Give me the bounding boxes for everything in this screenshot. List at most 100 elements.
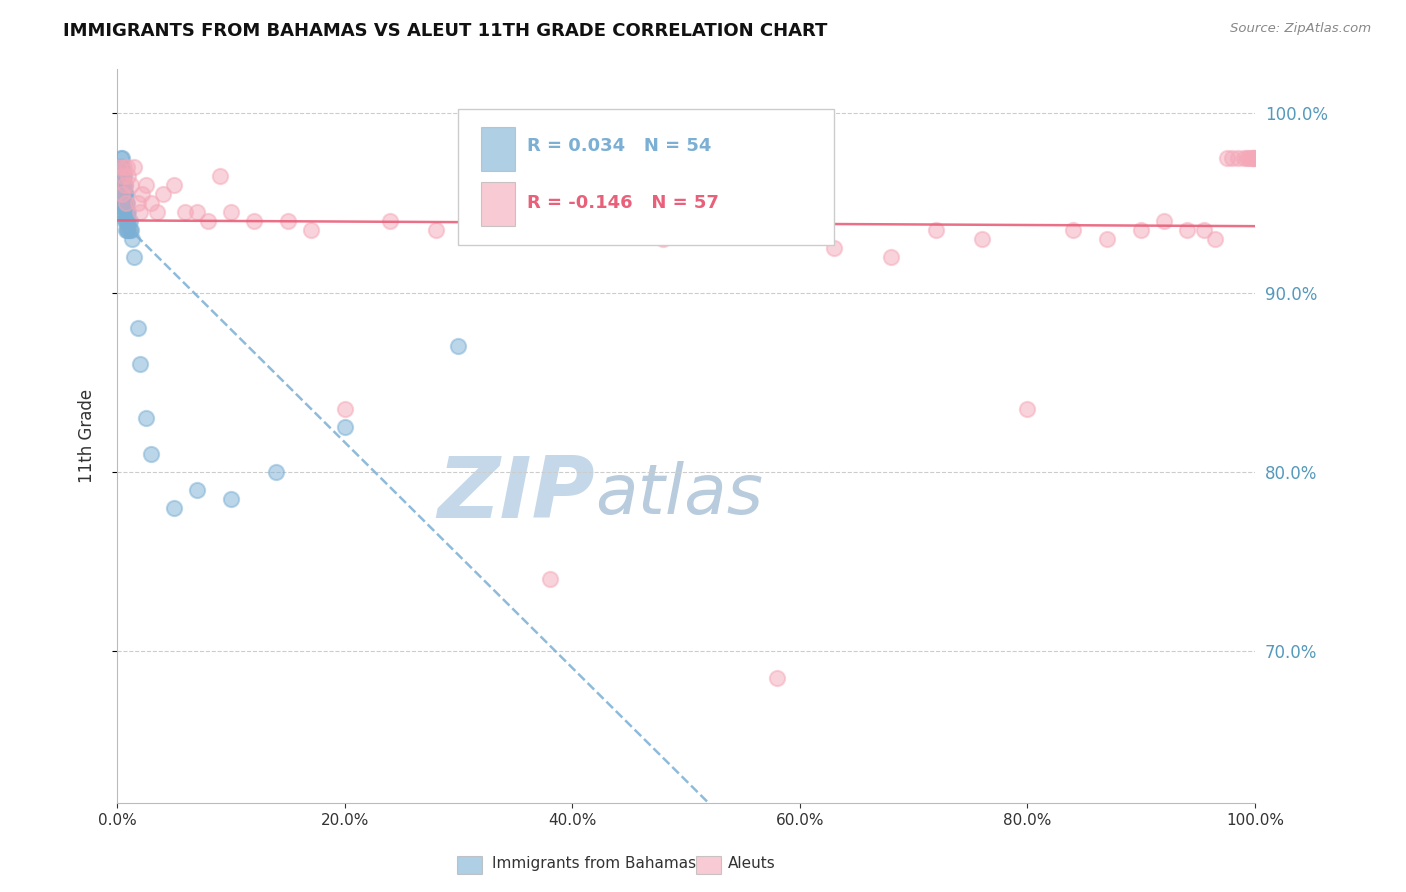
Point	[111, 186, 134, 201]
Point	[1175, 223, 1198, 237]
Point	[595, 223, 617, 237]
Point	[1095, 232, 1118, 246]
Point	[128, 357, 150, 371]
Point	[242, 214, 264, 228]
Point	[1240, 151, 1263, 165]
Point	[135, 411, 157, 425]
Point	[186, 205, 208, 219]
Text: R = -0.146   N = 57: R = -0.146 N = 57	[527, 194, 718, 212]
Point	[823, 241, 845, 255]
FancyBboxPatch shape	[481, 182, 516, 227]
Point	[266, 465, 288, 479]
Point	[380, 214, 402, 228]
Point	[425, 223, 447, 237]
Point	[112, 205, 135, 219]
Point	[152, 186, 174, 201]
Point	[652, 232, 675, 246]
Point	[538, 572, 561, 586]
Point	[117, 169, 139, 183]
Point	[174, 205, 197, 219]
Point	[115, 186, 138, 201]
Point	[219, 491, 242, 506]
Text: Source: ZipAtlas.com: Source: ZipAtlas.com	[1230, 22, 1371, 36]
Point	[333, 420, 356, 434]
Point	[121, 232, 143, 246]
Point	[141, 447, 163, 461]
Point	[115, 223, 138, 237]
Point	[146, 205, 169, 219]
Point	[447, 339, 470, 353]
Point	[122, 250, 145, 264]
Point	[299, 223, 322, 237]
Point	[481, 223, 503, 237]
FancyBboxPatch shape	[481, 128, 516, 171]
Point	[117, 195, 139, 210]
Point	[1130, 223, 1153, 237]
Point	[112, 169, 135, 183]
Point	[1153, 214, 1175, 228]
Point	[766, 671, 789, 685]
Point	[208, 169, 231, 183]
Point	[709, 223, 731, 237]
Point	[118, 223, 141, 237]
Point	[120, 178, 142, 192]
Point	[925, 223, 948, 237]
Point	[112, 186, 135, 201]
Point	[112, 160, 135, 174]
Point	[1243, 151, 1265, 165]
Point	[1226, 151, 1249, 165]
Point	[108, 178, 131, 192]
Point	[107, 160, 129, 174]
Point	[128, 205, 150, 219]
Point	[333, 402, 356, 417]
Text: ZIP: ZIP	[437, 453, 595, 536]
Point	[117, 205, 139, 219]
Point	[117, 214, 139, 228]
Point	[112, 195, 135, 210]
Point	[277, 214, 299, 228]
Point	[1215, 151, 1237, 165]
Point	[1062, 223, 1084, 237]
Point	[1220, 151, 1243, 165]
Point	[117, 160, 139, 174]
Point	[135, 178, 157, 192]
Point	[970, 232, 993, 246]
Text: Aleuts: Aleuts	[728, 856, 776, 871]
Point	[163, 500, 186, 515]
Point	[114, 186, 136, 201]
Point	[108, 160, 131, 174]
Text: Immigrants from Bahamas: Immigrants from Bahamas	[492, 856, 696, 871]
FancyBboxPatch shape	[458, 109, 834, 244]
Point	[112, 178, 135, 192]
Point	[107, 169, 129, 183]
Point	[114, 178, 136, 192]
Point	[117, 223, 139, 237]
Point	[1233, 151, 1256, 165]
Point	[141, 195, 163, 210]
Point	[131, 186, 153, 201]
Point	[108, 160, 131, 174]
Point	[127, 195, 149, 210]
Point	[115, 214, 138, 228]
Point	[122, 160, 145, 174]
Point	[186, 483, 208, 497]
Point	[111, 169, 134, 183]
Point	[1243, 151, 1265, 165]
Point	[111, 195, 134, 210]
Point	[115, 205, 138, 219]
Point	[111, 178, 134, 192]
Point	[114, 195, 136, 210]
Point	[114, 178, 136, 192]
Point	[111, 151, 134, 165]
Point	[115, 195, 138, 210]
Point	[1192, 223, 1215, 237]
Point	[1204, 232, 1226, 246]
Point	[163, 178, 186, 192]
Point	[1017, 402, 1039, 417]
Point	[1239, 151, 1261, 165]
Point	[880, 250, 903, 264]
Point	[117, 214, 139, 228]
Point	[1241, 151, 1264, 165]
Point	[1236, 151, 1258, 165]
Point	[114, 214, 136, 228]
